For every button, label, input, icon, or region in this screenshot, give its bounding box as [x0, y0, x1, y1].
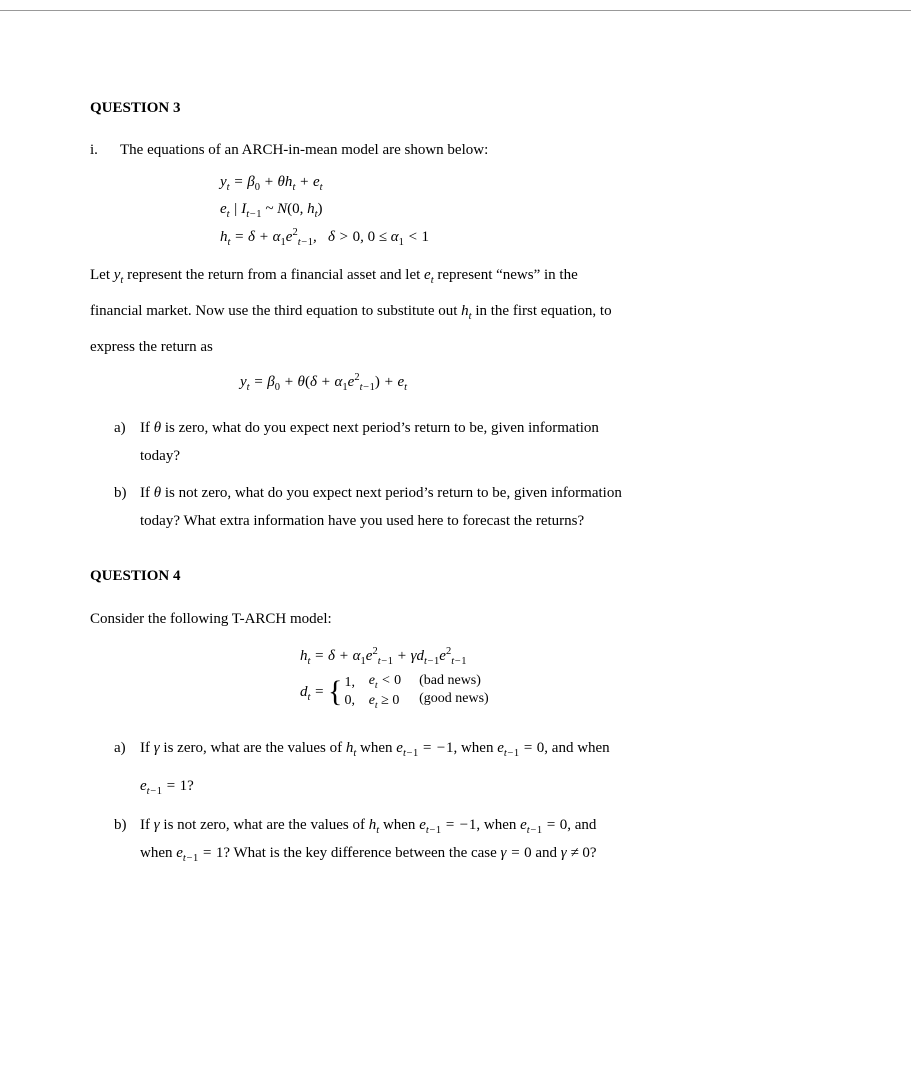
q3-intro-label: i. — [90, 138, 120, 162]
q3-p2-post: in the first equation, to — [472, 303, 612, 319]
q3-eq4: yt = β0 + θ(δ + α1e2t−1) + et — [240, 370, 821, 397]
q4-b-mid3: , when — [476, 817, 520, 833]
q3-b-content: If θ is not zero, what do you expect nex… — [140, 480, 821, 536]
q4-a-mid1: is zero, what are the values of — [160, 740, 346, 756]
q4-b-e1: et−1 = −1 — [419, 817, 476, 833]
brace-values: 1, 0, — [344, 674, 355, 710]
q3-para-line3: express the return as — [90, 334, 821, 362]
q3-p1-et: et — [424, 267, 434, 283]
q3-eq2: et | It−1 ~ N(0, ht) — [220, 197, 821, 224]
q4-a-pre: If — [140, 740, 154, 756]
q3-a-line2: today? — [140, 443, 821, 471]
q4-case2-val: 0, — [344, 692, 355, 710]
q3-intro-text: The equations of an ARCH-in-mean model a… — [120, 138, 821, 162]
cond-note-col: (bad news) (good news) — [419, 672, 489, 713]
q4-a-e1: et−1 = −1 — [396, 740, 453, 756]
q4-b-g0: γ = 0 — [501, 845, 532, 861]
q4-case1-note: (bad news) — [419, 672, 489, 690]
q4-a-item: a) If γ is zero, what are the values of … — [114, 735, 821, 763]
q3-equation-block: yt = β0 + θht + et et | It−1 ~ N(0, ht) … — [220, 170, 821, 252]
q4-b-l2-mid: ? What is the key difference between the… — [223, 845, 500, 861]
q4-b-gn0: γ ≠ 0 — [561, 845, 590, 861]
q3-eq3: ht = δ + α1e2t−1, δ > 0, 0 ≤ α1 < 1 — [220, 224, 821, 252]
q3-a-pre: If — [140, 420, 154, 436]
q4-b-and: and — [532, 845, 561, 861]
q4-a-mid4: , and when — [544, 740, 609, 756]
q4-case2-cond: et ≥ 0 — [369, 692, 401, 713]
q3-para-line2: financial market. Now use the third equa… — [90, 298, 821, 326]
q4-b-ht: ht — [369, 817, 379, 833]
q4-sub-list: a) If γ is zero, what are the values of … — [114, 735, 821, 869]
q3-p1-pre: Let — [90, 267, 114, 283]
q4-a-mid2: when — [356, 740, 396, 756]
q3-sub-list: a) If θ is zero, what do you expect next… — [114, 415, 821, 536]
q3-a-content: If θ is zero, what do you expect next pe… — [140, 415, 821, 471]
q4-b-pre: If — [140, 817, 154, 833]
q4-intro: Consider the following T-ARCH model: — [90, 606, 821, 634]
q4-b-item: b) If γ is not zero, what are the values… — [114, 812, 821, 869]
q3-p1-mid2: represent “news” in the — [434, 267, 578, 283]
q3-title: QUESTION 3 — [90, 96, 821, 120]
q4-title: QUESTION 4 — [90, 564, 821, 588]
q3-p2-ht: ht — [461, 303, 471, 319]
q4-a-q: ? — [187, 778, 194, 794]
q4-b-mid1: is not zero, what are the values of — [160, 817, 369, 833]
q4-equation-block: ht = δ + α1e2t−1 + γdt−1e2t−1 dt = { 1, … — [300, 642, 821, 713]
q4-dt-def: dt = { 1, 0, et < 0 et ≥ 0 (bad news) (g… — [300, 672, 821, 713]
q3-a-label: a) — [114, 415, 140, 471]
q3-p1-yt: yt — [114, 267, 124, 283]
cond-compare-col: et < 0 et ≥ 0 — [369, 672, 401, 713]
q4-case1-val: 1, — [344, 674, 355, 692]
q3-a-item: a) If θ is zero, what do you expect next… — [114, 415, 821, 471]
q4-eq1: ht = δ + α1e2t−1 + γdt−1e2t−1 — [300, 642, 821, 672]
q3-b-pre: If — [140, 485, 154, 501]
q4-b-e0: et−1 = 0 — [520, 817, 567, 833]
q4-b-label: b) — [114, 812, 140, 869]
q4-b-q: ? — [590, 845, 597, 861]
q4-b-l2-pre: when — [140, 845, 176, 861]
q4-b-content: If γ is not zero, what are the values of… — [140, 812, 821, 869]
q4-a-content: If γ is zero, what are the values of ht … — [140, 735, 821, 763]
q3-b-line2: today? What extra information have you u… — [140, 508, 821, 536]
q3-para-line1: Let yt represent the return from a finan… — [90, 262, 821, 290]
q3-p1-mid1: represent the return from a financial as… — [123, 267, 424, 283]
q4-case1-cond: et < 0 — [369, 672, 401, 693]
q3-b-post: is not zero, what do you expect next per… — [161, 485, 622, 501]
q3-intro-row: i. The equations of an ARCH-in-mean mode… — [90, 138, 821, 162]
q4-b-mid4: , and — [567, 817, 596, 833]
q4-a-line2: et−1 = 1? — [140, 773, 821, 801]
q3-eq1: yt = β0 + θht + et — [220, 170, 821, 197]
q4-b-line2: when et−1 = 1? What is the key differenc… — [140, 840, 821, 868]
left-brace: { — [328, 677, 342, 707]
page-top-divider — [0, 10, 911, 11]
q4-case2-note: (good news) — [419, 690, 489, 708]
q4-a-label: a) — [114, 735, 140, 763]
q4-b-e1p: et−1 = 1 — [176, 845, 223, 861]
q4-a-e0: et−1 = 0 — [497, 740, 544, 756]
q3-b-item: b) If θ is not zero, what do you expect … — [114, 480, 821, 536]
q4-a-e1p: et−1 = 1 — [140, 778, 187, 794]
q3-b-label: b) — [114, 480, 140, 536]
q4-a-ht: ht — [346, 740, 356, 756]
q4-a-mid3: , when — [453, 740, 497, 756]
q3-a-post: is zero, what do you expect next period’… — [161, 420, 599, 436]
q3-p2-pre: financial market. Now use the third equa… — [90, 303, 461, 319]
q4-b-mid2: when — [379, 817, 419, 833]
